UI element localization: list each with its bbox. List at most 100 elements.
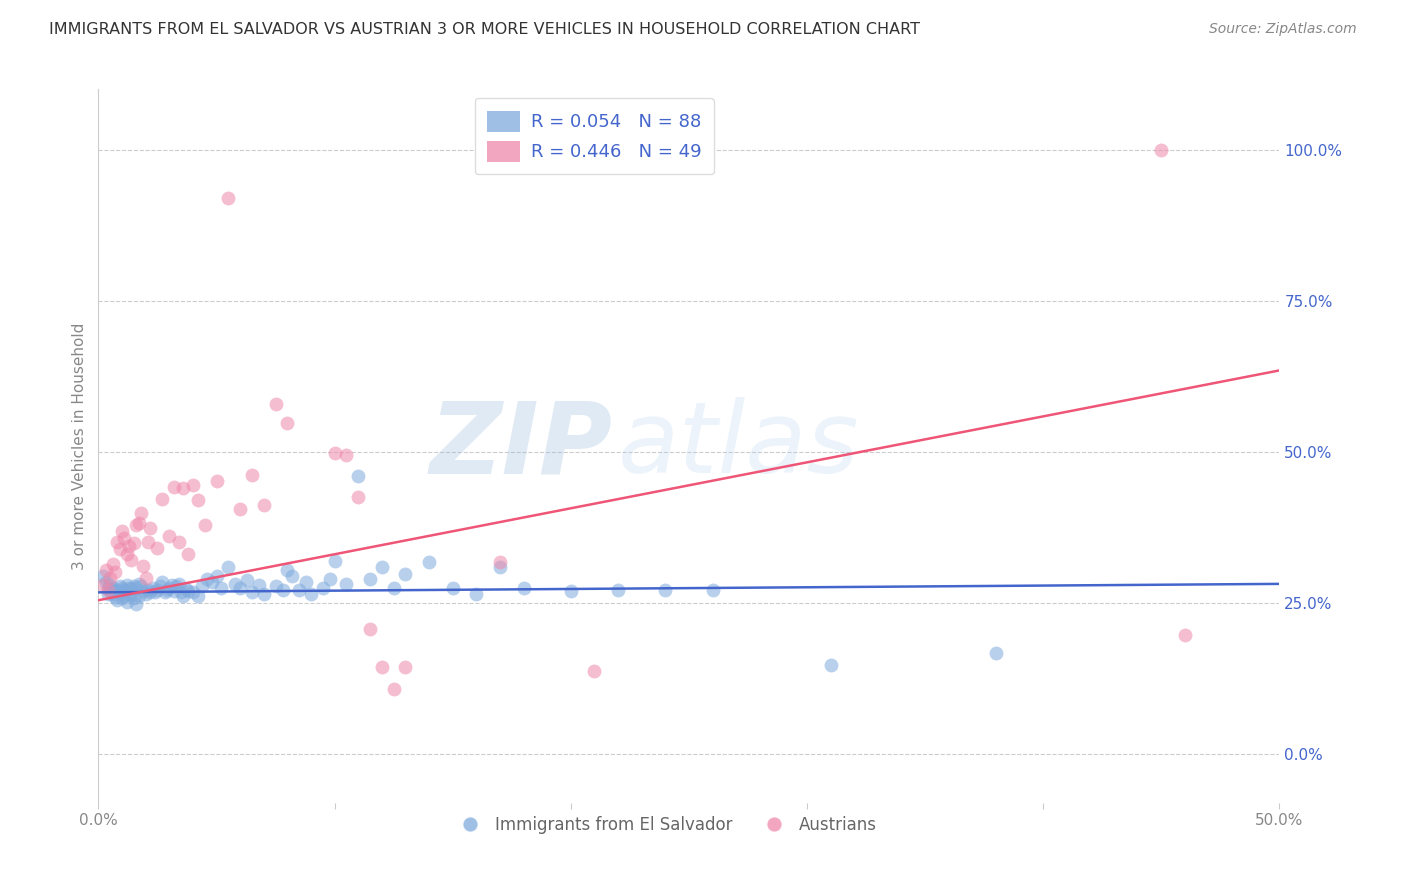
- Point: [135, 571, 157, 585]
- Point: [105, 593, 128, 607]
- Point: [323, 554, 346, 568]
- Point: [702, 582, 724, 597]
- Point: [112, 531, 135, 545]
- Point: [129, 506, 152, 520]
- Point: [167, 534, 190, 549]
- Point: [101, 557, 124, 571]
- Point: [146, 582, 169, 597]
- Point: [1174, 628, 1197, 642]
- Point: [172, 481, 194, 495]
- Point: [489, 555, 512, 569]
- Point: [125, 598, 148, 612]
- Point: [97, 587, 120, 601]
- Point: [128, 516, 150, 531]
- Point: [111, 581, 134, 595]
- Point: [264, 579, 287, 593]
- Y-axis label: 3 or more Vehicles in Household: 3 or more Vehicles in Household: [72, 322, 87, 570]
- Point: [135, 587, 157, 601]
- Point: [187, 493, 209, 508]
- Point: [132, 584, 155, 599]
- Point: [371, 659, 394, 673]
- Point: [128, 589, 150, 603]
- Point: [181, 478, 204, 492]
- Point: [295, 575, 318, 590]
- Point: [820, 657, 842, 672]
- Point: [112, 582, 135, 597]
- Point: [115, 595, 138, 609]
- Point: [104, 590, 127, 604]
- Point: [394, 567, 416, 582]
- Point: [299, 587, 322, 601]
- Point: [195, 572, 218, 586]
- Point: [347, 491, 370, 505]
- Point: [382, 581, 405, 595]
- Point: [281, 569, 304, 583]
- Point: [1150, 143, 1173, 157]
- Point: [112, 589, 135, 603]
- Point: [224, 577, 246, 591]
- Point: [97, 582, 120, 597]
- Text: atlas: atlas: [619, 398, 859, 494]
- Point: [111, 524, 134, 538]
- Point: [160, 578, 183, 592]
- Point: [984, 646, 1007, 660]
- Point: [264, 397, 287, 411]
- Point: [607, 582, 630, 597]
- Point: [108, 579, 131, 593]
- Point: [121, 588, 143, 602]
- Point: [253, 498, 276, 512]
- Point: [122, 579, 145, 593]
- Point: [104, 584, 127, 599]
- Point: [136, 582, 159, 597]
- Text: Source: ZipAtlas.com: Source: ZipAtlas.com: [1209, 22, 1357, 37]
- Point: [132, 558, 155, 573]
- Point: [217, 191, 239, 205]
- Point: [347, 469, 370, 483]
- Point: [121, 552, 143, 566]
- Point: [98, 578, 121, 592]
- Point: [177, 584, 200, 599]
- Point: [163, 584, 186, 599]
- Point: [170, 585, 193, 599]
- Point: [201, 575, 224, 590]
- Point: [94, 563, 117, 577]
- Point: [205, 474, 228, 488]
- Point: [157, 581, 180, 595]
- Point: [94, 575, 117, 590]
- Point: [512, 581, 534, 595]
- Point: [229, 581, 252, 595]
- Point: [101, 581, 124, 595]
- Point: [335, 577, 357, 591]
- Point: [118, 581, 141, 595]
- Point: [105, 534, 128, 549]
- Point: [194, 517, 217, 532]
- Point: [156, 582, 179, 597]
- Point: [146, 541, 169, 555]
- Point: [153, 585, 176, 599]
- Text: ZIP: ZIP: [429, 398, 612, 494]
- Point: [319, 572, 342, 586]
- Point: [121, 582, 143, 596]
- Point: [98, 571, 121, 585]
- Point: [139, 584, 162, 599]
- Point: [165, 579, 187, 593]
- Text: IMMIGRANTS FROM EL SALVADOR VS AUSTRIAN 3 OR MORE VEHICLES IN HOUSEHOLD CORRELAT: IMMIGRANTS FROM EL SALVADOR VS AUSTRIAN …: [49, 22, 920, 37]
- Point: [118, 539, 141, 553]
- Point: [128, 577, 150, 591]
- Point: [101, 587, 124, 601]
- Point: [115, 578, 138, 592]
- Point: [172, 589, 194, 603]
- Point: [359, 572, 381, 586]
- Point: [236, 574, 259, 588]
- Point: [359, 622, 381, 636]
- Point: [335, 448, 357, 462]
- Point: [136, 534, 159, 549]
- Point: [157, 528, 180, 542]
- Point: [174, 582, 197, 596]
- Point: [394, 659, 416, 673]
- Point: [271, 582, 294, 597]
- Point: [91, 569, 114, 583]
- Point: [177, 547, 200, 561]
- Point: [142, 581, 165, 595]
- Point: [104, 565, 127, 579]
